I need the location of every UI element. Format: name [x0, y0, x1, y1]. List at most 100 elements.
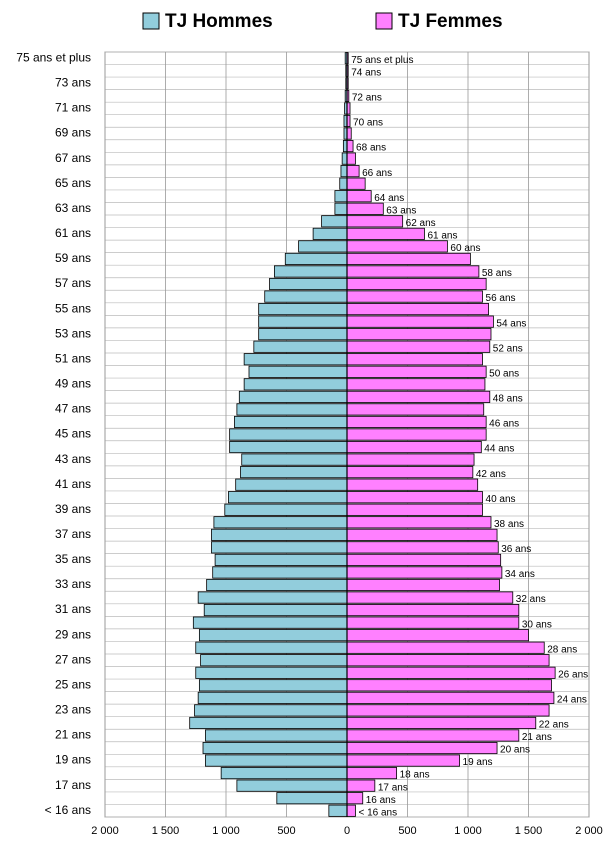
data-label: 21 ans — [522, 732, 552, 743]
bar — [214, 553, 348, 566]
bar — [346, 290, 483, 303]
data-label: 70 ans — [353, 118, 383, 129]
data-label: 66 ans — [362, 168, 392, 179]
data-label: 16 ans — [366, 795, 396, 806]
bar — [346, 440, 482, 454]
bar — [236, 403, 348, 416]
bar — [346, 767, 398, 780]
bar — [346, 604, 520, 617]
bar — [346, 403, 485, 416]
bar — [346, 202, 384, 215]
bar — [298, 240, 348, 253]
data-label: 28 ans — [547, 644, 577, 655]
data-label: 60 ans — [450, 243, 480, 254]
y-tick-label: 19 ans — [55, 753, 91, 767]
bar — [312, 227, 348, 240]
y-tick-label: 59 ans — [55, 251, 91, 265]
bar — [346, 491, 483, 504]
bar — [321, 215, 348, 228]
bar — [258, 303, 348, 316]
bar — [346, 466, 474, 479]
bar — [346, 704, 550, 717]
bar — [197, 691, 348, 704]
bar — [346, 478, 479, 491]
y-tick-label: 33 ans — [55, 577, 91, 591]
bar — [346, 691, 555, 704]
bar — [346, 215, 404, 228]
bar — [346, 741, 498, 755]
data-label: 62 ans — [406, 218, 436, 229]
bar — [341, 152, 348, 165]
bar — [346, 578, 500, 592]
bar — [346, 415, 487, 429]
bar — [346, 365, 487, 378]
legend-label: TJ Femmes — [398, 11, 503, 32]
bar — [228, 491, 348, 504]
bar — [346, 303, 489, 316]
bar — [346, 566, 503, 579]
bar — [198, 629, 348, 642]
bar — [258, 315, 348, 328]
bar — [346, 252, 471, 265]
bar — [264, 290, 348, 303]
bar — [205, 754, 348, 767]
bar — [346, 516, 492, 529]
bar — [243, 378, 348, 391]
y-tick-label: 23 ans — [55, 703, 91, 717]
y-tick-label: 61 ans — [55, 226, 91, 240]
y-tick-label: 55 ans — [55, 301, 91, 315]
y-tick-label: 49 ans — [55, 377, 91, 391]
bar — [248, 365, 348, 378]
bar — [205, 729, 348, 742]
bar — [195, 666, 348, 679]
y-tick-label: 71 ans — [55, 101, 91, 115]
data-label: 74 ans — [351, 67, 381, 78]
bar — [236, 779, 348, 792]
bar — [212, 566, 348, 579]
bar — [346, 553, 502, 566]
bar — [334, 202, 348, 215]
y-tick-label: 17 ans — [55, 778, 91, 792]
data-label: 30 ans — [522, 619, 552, 630]
y-tick-label: 57 ans — [55, 276, 91, 290]
bar — [346, 127, 352, 140]
y-tick-label: 27 ans — [55, 652, 91, 666]
bar — [346, 177, 366, 190]
x-tick-label: 2 000 — [575, 825, 603, 837]
data-label: 44 ans — [484, 444, 514, 455]
bar — [200, 654, 348, 667]
bar — [346, 528, 498, 541]
bar — [346, 729, 520, 742]
data-label: 20 ans — [500, 745, 530, 756]
data-label: 32 ans — [516, 594, 546, 605]
bar — [192, 616, 348, 629]
y-tick-label: 35 ans — [55, 552, 91, 566]
bar — [346, 328, 492, 341]
data-label: 58 ans — [482, 268, 512, 279]
bar — [346, 428, 487, 441]
x-tick-label: 1 500 — [152, 825, 180, 837]
data-label: 24 ans — [557, 695, 587, 706]
y-tick-label: 75 ans et plus — [16, 50, 91, 64]
data-label: 19 ans — [463, 757, 493, 768]
bar — [346, 792, 364, 805]
bar — [346, 227, 425, 240]
bar — [346, 679, 552, 692]
bar — [340, 165, 348, 178]
bar — [195, 641, 348, 654]
data-label: 64 ans — [374, 193, 404, 204]
bar — [203, 604, 348, 617]
bar — [346, 591, 514, 604]
data-label: 46 ans — [489, 419, 519, 430]
bar — [211, 541, 348, 554]
bar — [346, 353, 483, 366]
bar — [346, 190, 372, 203]
bar — [346, 541, 499, 554]
bar — [241, 453, 348, 466]
x-tick-label: 1 500 — [515, 825, 543, 837]
data-label: < 16 ans — [358, 807, 397, 818]
bar — [243, 353, 348, 366]
y-tick-label: 65 ans — [55, 176, 91, 190]
bar — [346, 390, 491, 403]
bar — [346, 616, 520, 629]
